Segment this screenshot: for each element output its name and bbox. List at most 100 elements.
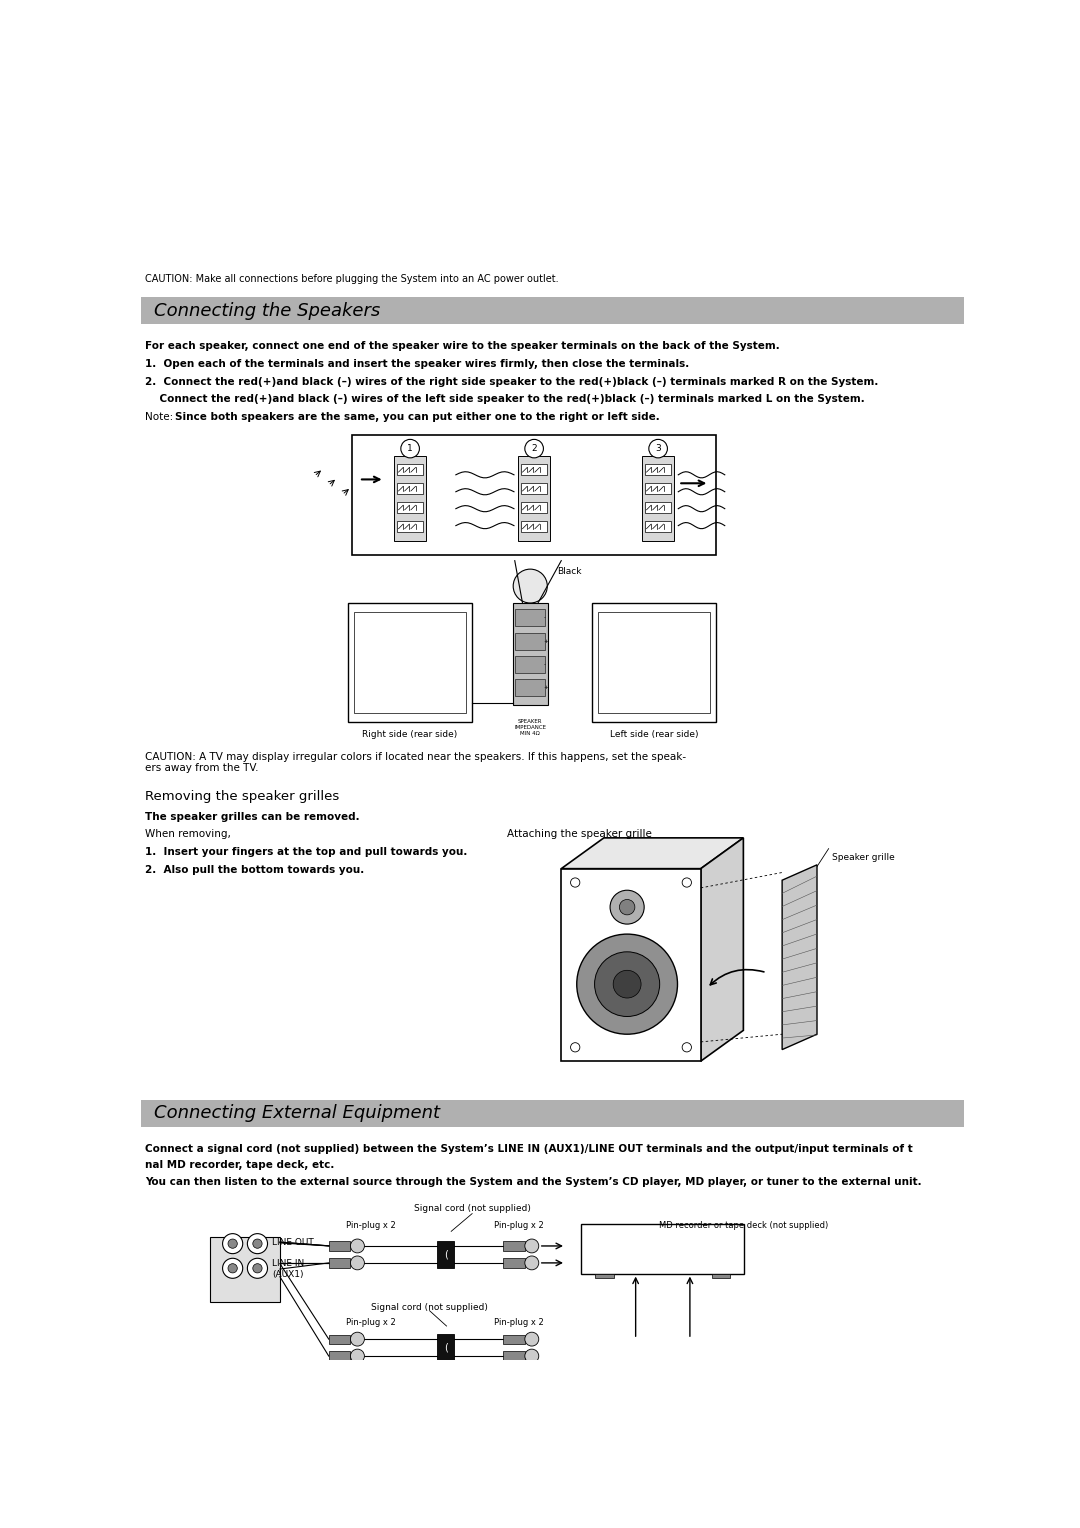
Text: MD recorder or tape deck (not supplied): MD recorder or tape deck (not supplied) xyxy=(659,1221,828,1230)
Text: CAUTION: A TV may display irregular colors if located near the speakers. If this: CAUTION: A TV may display irregular colo… xyxy=(145,752,686,773)
Bar xyxy=(645,503,672,513)
Circle shape xyxy=(595,952,660,1016)
Text: -: - xyxy=(544,662,545,666)
Circle shape xyxy=(570,879,580,888)
Text: Left side (rear side): Left side (rear side) xyxy=(610,730,699,740)
Bar xyxy=(141,298,964,324)
Text: Connecting External Equipment: Connecting External Equipment xyxy=(154,1105,441,1122)
Circle shape xyxy=(247,1258,268,1279)
Circle shape xyxy=(222,1233,243,1253)
Bar xyxy=(521,503,548,513)
Bar xyxy=(328,1334,350,1343)
Circle shape xyxy=(683,1042,691,1051)
Text: Pin-plug x 2: Pin-plug x 2 xyxy=(347,1221,396,1230)
Text: nal MD recorder, tape deck, etc.: nal MD recorder, tape deck, etc. xyxy=(145,1160,335,1170)
Text: 1.  Insert your fingers at the top and pull towards you.: 1. Insert your fingers at the top and pu… xyxy=(145,847,468,857)
Bar xyxy=(515,610,545,626)
Circle shape xyxy=(350,1256,364,1270)
Bar xyxy=(645,465,672,475)
Text: Pin-plug x 2: Pin-plug x 2 xyxy=(494,1221,543,1230)
Circle shape xyxy=(401,440,419,458)
Bar xyxy=(595,1274,613,1279)
Text: 2.  Connect the red(+)and black (–) wires of the right side speaker to the red(+: 2. Connect the red(+)and black (–) wires… xyxy=(145,376,878,387)
Text: Since both speakers are the same, you can put either one to the right or left si: Since both speakers are the same, you ca… xyxy=(175,413,659,422)
Bar xyxy=(598,613,710,714)
Bar xyxy=(352,435,716,555)
Text: Connect a signal cord (not supplied) between the System’s LINE IN (AUX1)/LINE OU: Connect a signal cord (not supplied) bet… xyxy=(145,1143,913,1154)
Text: (: ( xyxy=(444,1343,448,1352)
Circle shape xyxy=(228,1239,238,1248)
Text: LINE IN
(AUX1): LINE IN (AUX1) xyxy=(272,1259,305,1279)
Circle shape xyxy=(525,1239,539,1253)
Text: 1.  Open each of the terminals and insert the speaker wires firmly, then close t: 1. Open each of the terminals and insert… xyxy=(145,359,689,368)
Bar xyxy=(562,868,701,1060)
Text: Black: Black xyxy=(557,567,581,576)
Circle shape xyxy=(222,1258,243,1279)
Circle shape xyxy=(253,1239,262,1248)
Text: Signal cord (not supplied): Signal cord (not supplied) xyxy=(414,1204,530,1213)
Bar xyxy=(515,680,545,697)
Circle shape xyxy=(228,1264,238,1273)
Circle shape xyxy=(683,879,691,888)
Text: Signal cord (not supplied): Signal cord (not supplied) xyxy=(372,1303,488,1313)
Text: For each speaker, connect one end of the speaker wire to the speaker terminals o: For each speaker, connect one end of the… xyxy=(145,341,780,351)
Bar xyxy=(645,521,672,532)
Circle shape xyxy=(350,1349,364,1363)
Bar xyxy=(348,604,472,723)
Bar xyxy=(515,656,545,672)
Text: +: + xyxy=(544,639,549,643)
Bar xyxy=(521,465,548,475)
Text: 2: 2 xyxy=(531,445,537,454)
Bar xyxy=(328,1351,350,1361)
Text: Removing the speaker grilles: Removing the speaker grilles xyxy=(145,790,339,804)
Text: The speaker grilles can be removed.: The speaker grilles can be removed. xyxy=(145,811,360,822)
Text: When removing,: When removing, xyxy=(145,830,231,839)
Text: Pin-plug x 2: Pin-plug x 2 xyxy=(347,1319,396,1328)
Text: LINE OUT: LINE OUT xyxy=(272,1238,314,1247)
Circle shape xyxy=(610,891,644,924)
Circle shape xyxy=(350,1239,364,1253)
Circle shape xyxy=(577,934,677,1034)
Bar xyxy=(397,521,423,532)
Polygon shape xyxy=(562,837,743,868)
Text: Attaching the speaker grille: Attaching the speaker grille xyxy=(507,830,652,839)
Bar xyxy=(581,1224,744,1274)
Text: 3: 3 xyxy=(656,445,661,454)
Circle shape xyxy=(525,1349,539,1363)
Bar xyxy=(515,633,545,649)
Bar xyxy=(503,1334,525,1343)
Circle shape xyxy=(613,970,642,998)
Bar xyxy=(521,483,548,494)
Bar xyxy=(437,1241,455,1268)
Bar xyxy=(354,613,465,714)
Polygon shape xyxy=(701,837,743,1060)
Bar xyxy=(517,457,551,541)
Text: Speaker grille: Speaker grille xyxy=(833,853,895,862)
Circle shape xyxy=(570,1042,580,1051)
Circle shape xyxy=(350,1332,364,1346)
Circle shape xyxy=(649,440,667,458)
Text: +: + xyxy=(544,685,549,691)
Polygon shape xyxy=(782,865,816,1050)
Text: 2.  Also pull the bottom towards you.: 2. Also pull the bottom towards you. xyxy=(145,865,364,876)
Bar xyxy=(397,503,423,513)
Text: Pin-plug x 2: Pin-plug x 2 xyxy=(494,1319,543,1328)
Circle shape xyxy=(525,1256,539,1270)
Text: Right side (rear side): Right side (rear side) xyxy=(363,730,458,740)
Bar xyxy=(712,1274,730,1279)
Text: (: ( xyxy=(444,1250,448,1259)
Text: Connect the red(+)and black (–) wires of the left side speaker to the red(+)blac: Connect the red(+)and black (–) wires of… xyxy=(145,394,865,405)
Text: Note:: Note: xyxy=(145,413,180,422)
Bar xyxy=(513,604,548,706)
Bar xyxy=(503,1258,525,1268)
Bar xyxy=(503,1351,525,1361)
Bar xyxy=(397,465,423,475)
Bar xyxy=(521,521,548,532)
Bar xyxy=(592,604,716,723)
Circle shape xyxy=(525,1332,539,1346)
Text: Connecting the Speakers: Connecting the Speakers xyxy=(154,303,380,319)
Bar xyxy=(437,1334,455,1361)
Bar xyxy=(394,457,427,541)
Circle shape xyxy=(247,1233,268,1253)
Circle shape xyxy=(525,440,543,458)
